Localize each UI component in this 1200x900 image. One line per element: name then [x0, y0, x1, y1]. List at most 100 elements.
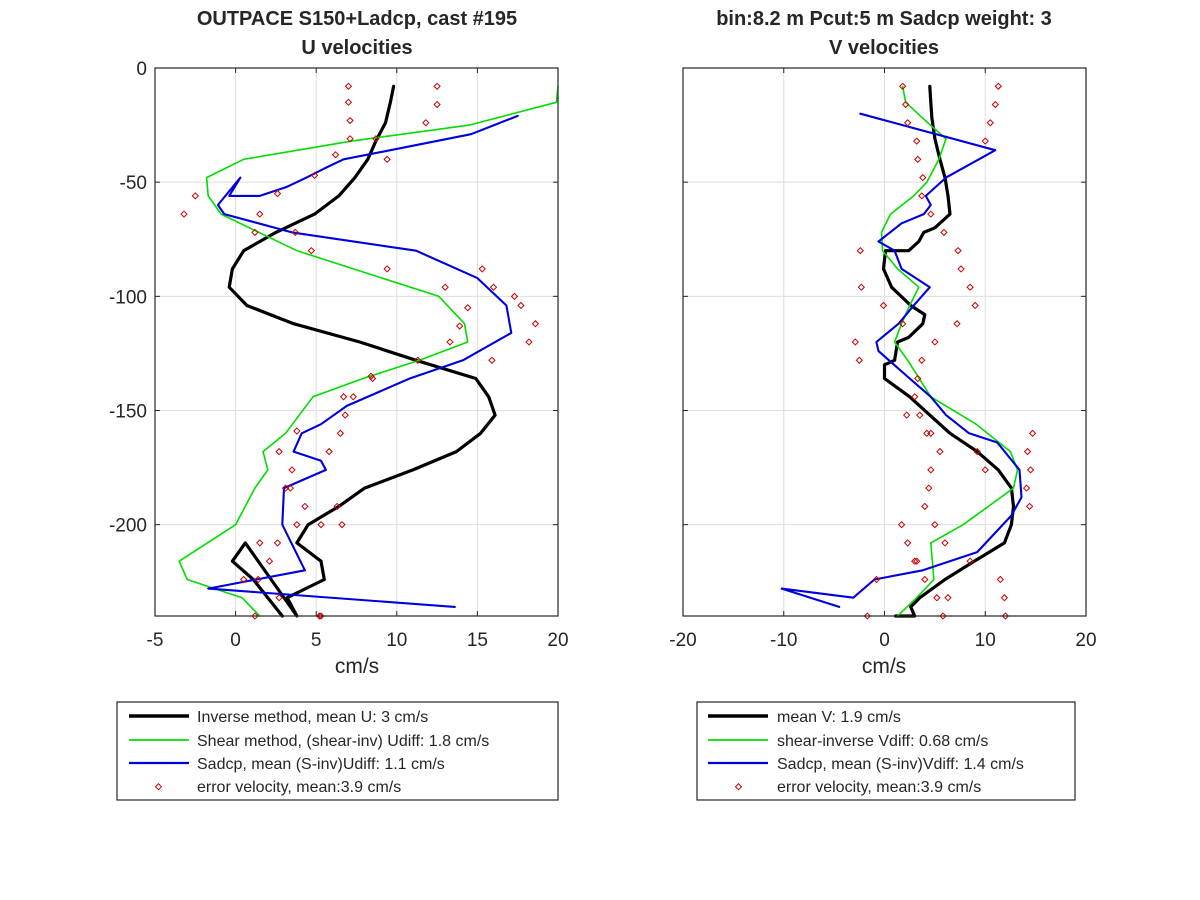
- v-error-marker-5: [919, 173, 927, 182]
- v-error-marker-0: [898, 82, 907, 90]
- u-series-line-0: [227, 84, 497, 618]
- u-error-marker-2: [346, 116, 354, 125]
- v-error-marker-22: [925, 484, 933, 492]
- v-error-marker-16: [914, 374, 922, 383]
- u-panel-title-line-1: OUTPACE S150+Ladcp, cast #195: [197, 8, 517, 30]
- v-panel-title-line-1: bin:8.2 m Pcut:5 m Sadcp weight: 3: [716, 8, 1052, 30]
- v-error-marker-57: [872, 575, 881, 584]
- u-error-marker-5: [310, 171, 319, 179]
- u-error-marker-54: [239, 575, 248, 584]
- u-error-marker-29: [273, 539, 282, 547]
- u-error-marker-45: [367, 372, 375, 380]
- v-series-line-2: [780, 112, 1023, 608]
- v-error-marker-2: [903, 119, 912, 127]
- v-error-marker-34: [856, 246, 864, 255]
- v-error-marker-55: [939, 612, 947, 620]
- u-x-tick-label-0: -5: [147, 630, 164, 651]
- v-error-marker-50: [903, 539, 912, 547]
- v-panel-grid: [683, 68, 1086, 616]
- v-error-marker-42: [973, 447, 981, 456]
- u-x-tick-label-2: 5: [311, 630, 322, 651]
- u-error-marker-1: [344, 98, 353, 106]
- v-error-marker-13: [953, 320, 961, 328]
- v-legend-swatch-error: [734, 783, 743, 791]
- v-error-marker-30: [994, 82, 1003, 90]
- v-error-marker-37: [857, 283, 866, 291]
- v-error-marker-27: [996, 575, 1005, 584]
- v-error-marker-6: [918, 192, 926, 200]
- v-error-marker-8: [940, 228, 948, 237]
- v-error-marker-47: [1022, 484, 1031, 492]
- u-error-marker-11: [291, 228, 299, 237]
- u-error-marker-9: [256, 210, 264, 218]
- v-error-marker-20: [936, 447, 944, 456]
- u-error-marker-6: [273, 189, 282, 198]
- v-error-marker-23: [921, 502, 929, 511]
- u-y-tick-label-3: -150: [109, 402, 147, 423]
- u-x-tick-label-1: 0: [230, 630, 241, 651]
- u-legend-label-error: error velocity, mean:3.9 cm/s: [197, 779, 401, 796]
- v-error-marker-9: [954, 246, 962, 255]
- u-legend-label-inverse: Inverse method, mean U: 3 cm/s: [197, 709, 428, 726]
- v-error-marker-49: [897, 520, 906, 529]
- v-error-marker-21: [927, 466, 935, 474]
- u-legend-swatch-error: [154, 783, 163, 791]
- v-panel-series: [780, 82, 1037, 620]
- u-error-marker-52: [293, 520, 301, 529]
- v-error-marker-3: [913, 137, 921, 145]
- v-x-tick-label-4: 20: [1075, 630, 1096, 651]
- v-x-tick-label-3: 10: [975, 630, 996, 651]
- v-legend-label-shear: shear-inverse Vdiff: 0.68 cm/s: [777, 733, 988, 750]
- u-error-marker-10: [251, 228, 259, 237]
- v-error-marker-38: [879, 301, 888, 310]
- u-error-marker-47: [293, 427, 301, 435]
- v-error-marker-52: [921, 575, 929, 584]
- v-error-marker-48: [1025, 502, 1034, 511]
- v-error-marker-10: [957, 265, 965, 273]
- u-error-marker-30: [265, 557, 274, 565]
- v-panel-title-line-2: V velocities: [829, 37, 939, 59]
- u-series-line-2: [207, 114, 519, 608]
- u-error-marker-37: [372, 135, 380, 143]
- u-error-marker-33: [315, 612, 324, 620]
- u-error-marker-49: [281, 484, 290, 492]
- u-error-marker-35: [433, 100, 441, 109]
- u-error-marker-32: [251, 612, 259, 620]
- u-y-tick-label-1: -50: [120, 173, 147, 194]
- u-error-marker-34: [433, 82, 441, 90]
- v-legend-label-error: error velocity, mean:3.9 cm/s: [777, 779, 981, 796]
- u-error-marker-48: [275, 447, 283, 456]
- u-error-marker-38: [383, 155, 391, 164]
- v-error-marker-43: [981, 466, 989, 474]
- u-panel-grid: [155, 68, 558, 616]
- v-velocity-panel: bin:8.2 m Pcut:5 m Sadcp weight: 3 V vel…: [669, 8, 1097, 801]
- v-error-marker-1: [901, 100, 910, 109]
- v-error-marker-4: [914, 155, 922, 164]
- u-error-marker-55: [275, 594, 283, 602]
- u-error-marker-43: [525, 338, 533, 346]
- v-error-marker-26: [966, 557, 974, 565]
- u-legend-box: [116, 701, 559, 801]
- v-error-marker-29: [1001, 612, 1010, 620]
- u-error-marker-28: [317, 520, 325, 529]
- u-error-marker-26: [286, 484, 295, 492]
- u-error-marker-18: [446, 338, 454, 346]
- u-error-marker-21: [349, 393, 357, 401]
- v-error-marker-28: [1000, 594, 1009, 602]
- u-x-tick-label-5: 20: [547, 630, 568, 651]
- v-error-marker-44: [1028, 429, 1037, 438]
- v-error-marker-39: [898, 320, 907, 328]
- u-error-marker-25: [288, 466, 296, 474]
- v-error-marker-15: [918, 356, 926, 364]
- u-error-marker-56: [317, 612, 325, 620]
- u-error-marker-23: [336, 429, 345, 438]
- u-error-marker-0: [344, 82, 353, 90]
- u-error-marker-46: [339, 393, 348, 401]
- u-error-marker-20: [368, 374, 377, 383]
- v-error-marker-12: [971, 301, 979, 310]
- v-error-marker-18: [902, 411, 911, 419]
- v-panel-ticks: -20 -10 0 10 20: [669, 67, 1097, 651]
- v-error-marker-17: [911, 393, 919, 401]
- v-error-marker-56: [911, 557, 919, 565]
- u-error-marker-8: [180, 210, 188, 218]
